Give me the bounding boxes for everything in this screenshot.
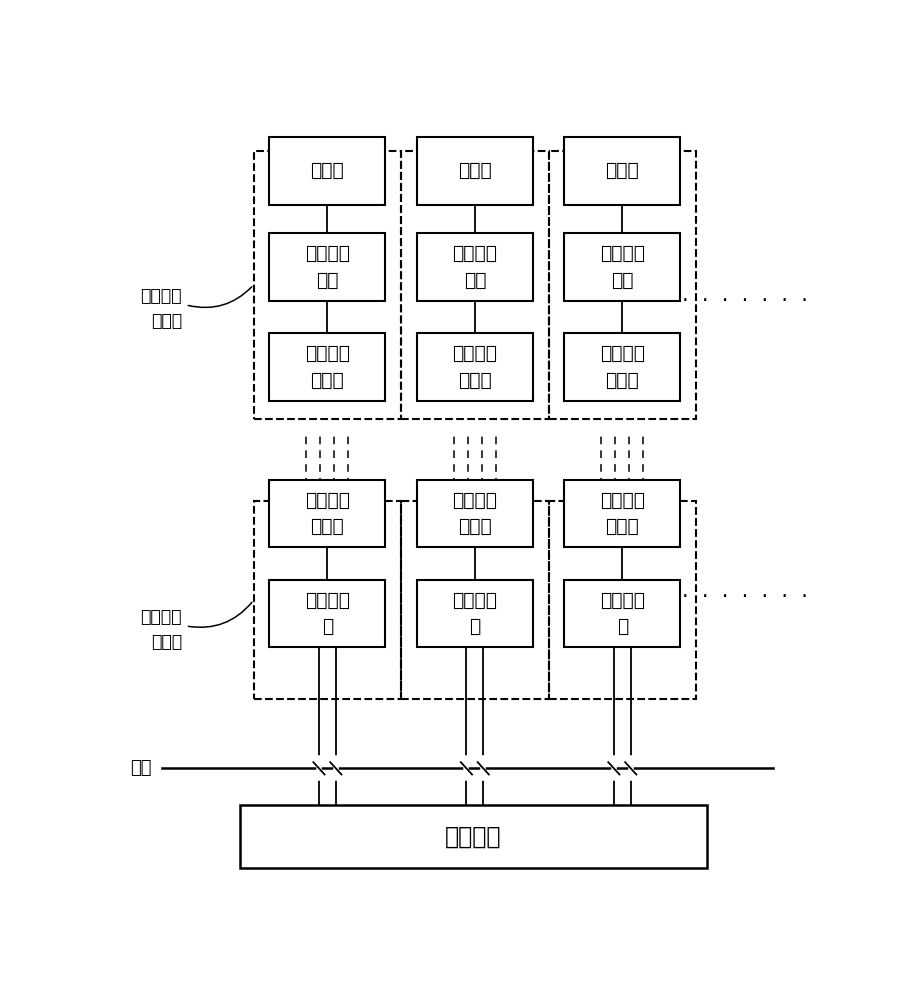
Bar — [564, 480, 680, 547]
Text: 蓄电池: 蓄电池 — [311, 161, 344, 180]
Bar — [548, 151, 696, 419]
Text: 第一磁耦
合线圈: 第一磁耦 合线圈 — [452, 491, 497, 536]
Text: 电网: 电网 — [130, 759, 152, 777]
Bar — [239, 805, 707, 868]
Bar — [254, 501, 401, 699]
Text: 太阳能板: 太阳能板 — [445, 825, 501, 849]
Bar — [269, 137, 385, 205]
Text: 第二磁耦
合线圈: 第二磁耦 合线圈 — [600, 344, 645, 390]
Bar — [564, 333, 680, 401]
Text: 能量变换
器: 能量变换 器 — [452, 591, 497, 636]
Text: 第二磁耦
合线圈: 第二磁耦 合线圈 — [452, 344, 497, 390]
Bar — [548, 501, 696, 699]
Bar — [417, 333, 533, 401]
Bar — [564, 233, 680, 301]
Bar — [401, 501, 548, 699]
Bar — [417, 137, 533, 205]
Text: 能量变换
器: 能量变换 器 — [600, 591, 645, 636]
Bar — [417, 480, 533, 547]
Text: 充放电控
制器: 充放电控 制器 — [452, 244, 497, 290]
Text: 蓄电池: 蓄电池 — [458, 161, 492, 180]
Text: 车位充放
电装置: 车位充放 电装置 — [140, 608, 182, 651]
Bar — [269, 580, 385, 647]
Text: 第一磁耦
合线圈: 第一磁耦 合线圈 — [600, 491, 645, 536]
Bar — [269, 333, 385, 401]
Text: 充放电控
制器: 充放电控 制器 — [305, 244, 350, 290]
Bar — [564, 137, 680, 205]
Bar — [269, 480, 385, 547]
Bar — [401, 151, 548, 419]
Bar — [269, 233, 385, 301]
Text: 能量变换
器: 能量变换 器 — [305, 591, 350, 636]
Bar — [417, 580, 533, 647]
Text: ·  ·  ·  ·  ·  ·  ·: · · · · · · · — [682, 291, 808, 311]
Bar — [417, 233, 533, 301]
Text: 第二磁耦
合线圈: 第二磁耦 合线圈 — [305, 344, 350, 390]
Bar — [254, 151, 401, 419]
Text: 蓄电池: 蓄电池 — [605, 161, 640, 180]
Text: 第一磁耦
合线圈: 第一磁耦 合线圈 — [305, 491, 350, 536]
Bar — [564, 580, 680, 647]
Text: 车载充放
电装置: 车载充放 电装置 — [140, 287, 182, 330]
Text: 充放电控
制器: 充放电控 制器 — [600, 244, 645, 290]
Text: ·  ·  ·  ·  ·  ·  ·: · · · · · · · — [682, 587, 808, 607]
